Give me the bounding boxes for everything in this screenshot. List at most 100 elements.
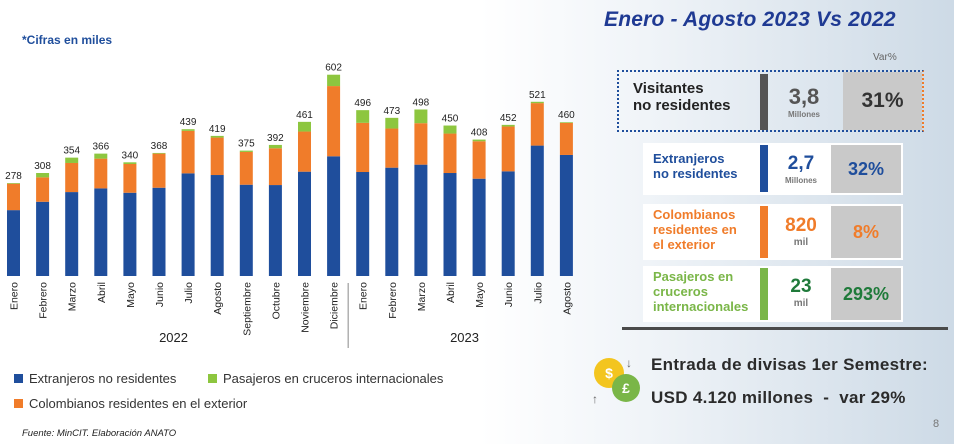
month-tick-label: Julio — [183, 282, 195, 304]
bar-cruceros — [356, 110, 370, 123]
dollar-coin-icon: $ — [594, 358, 624, 388]
bar-colombianos — [298, 131, 311, 172]
divisas-title: Entrada de divisas 1er Semestre: — [651, 355, 929, 374]
total-label: 278 — [5, 171, 22, 182]
month-tick-label: Octubre — [270, 282, 282, 320]
stacked-bar-chart: 278 Enero 308 Febrero 354 Marzo 366 Abril 340 May… — [5, 63, 575, 348]
bar-cruceros — [210, 135, 224, 138]
bar-colombianos — [181, 130, 195, 174]
legend-swatch — [14, 374, 23, 383]
bar-extranjeros — [36, 201, 50, 276]
bar-cruceros — [152, 152, 166, 154]
row-extranjeros-bar — [760, 145, 768, 192]
page-number: 8 — [933, 418, 940, 430]
bar-cruceros — [530, 101, 544, 104]
bar-cruceros — [123, 162, 137, 164]
total-label: 408 — [471, 128, 488, 139]
month-tick-label: Agosto — [561, 282, 573, 315]
row-pasajeros-unit: mil — [793, 298, 809, 309]
total-label: 392 — [267, 133, 284, 144]
year-label: 2022 — [159, 330, 188, 345]
bar-colombianos — [123, 163, 137, 193]
month-tick-label: Noviembre — [300, 282, 312, 333]
row-pasajeros-pct: 293% — [831, 268, 901, 320]
bar-extranjeros — [7, 210, 20, 276]
label-line: internacionales — [653, 298, 749, 314]
row-visitantes-pct: 31% — [843, 72, 922, 130]
total-label: 366 — [92, 142, 109, 153]
month-tick-label: Marzo — [67, 282, 79, 311]
row-colombianos-label: Colombianos residentes en el exterior — [653, 207, 737, 253]
bar-extranjeros — [327, 156, 341, 276]
unit-note: *Cifras en miles — [22, 33, 113, 47]
bar-colombianos — [530, 103, 544, 146]
row-colombianos-pct: 8% — [831, 206, 901, 258]
bar-cruceros — [472, 139, 486, 142]
legend-item-cruceros: Pasajeros en cruceros internacionales — [208, 371, 443, 386]
legend-swatch — [208, 374, 217, 383]
total-label: 521 — [529, 90, 546, 101]
month-tick-label: Julio — [532, 282, 544, 304]
row-pasajeros-value: 23 — [790, 276, 812, 297]
bar-colombianos — [36, 177, 50, 202]
bar-colombianos — [327, 86, 341, 157]
bar-extranjeros — [123, 192, 137, 276]
bar-cruceros — [559, 122, 573, 123]
month-tick-label: Febrero — [38, 282, 50, 319]
month-tick-label: Mayo — [474, 282, 486, 308]
bar-cruceros — [94, 153, 108, 159]
row-colombianos-unit: mil — [793, 237, 809, 248]
label-line: Visitantes — [633, 80, 704, 97]
month-tick-label: Septiembre — [241, 282, 253, 336]
row-extranjeros-value: 2,7 — [787, 153, 815, 174]
bar-colombianos — [152, 153, 166, 188]
bar-cruceros — [327, 74, 341, 87]
bar-cruceros — [414, 109, 428, 124]
bar-colombianos — [210, 137, 224, 176]
bar-cruceros — [268, 144, 282, 149]
bar-extranjeros — [472, 178, 486, 276]
bar-cruceros — [65, 157, 79, 163]
bar-extranjeros — [239, 184, 253, 276]
arrow-up-icon: ↑ — [592, 392, 598, 406]
bar-colombianos — [559, 122, 573, 155]
legend-swatch — [14, 399, 23, 408]
bar-cruceros — [385, 117, 399, 129]
total-label: 354 — [63, 146, 80, 157]
row-extranjeros-label: Extranjeros no residentes — [653, 151, 738, 182]
legend-label: Colombianos residentes en el exterior — [29, 396, 248, 411]
row-visitantes-label: Visitantes no residentes — [633, 80, 731, 115]
bar-colombianos — [385, 128, 399, 168]
currency-exchange-icon: $ £ ↓ ↑ — [588, 354, 646, 410]
month-tick-label: Junio — [503, 282, 515, 307]
bar-cruceros — [443, 125, 457, 134]
row-extranjeros-pct: 32% — [831, 145, 901, 193]
bar-extranjeros — [443, 173, 457, 276]
month-tick-label: Abril — [445, 282, 457, 303]
bar-extranjeros — [94, 188, 108, 276]
total-label: 461 — [296, 110, 313, 121]
legend-label: Pasajeros en cruceros internacionales — [223, 371, 444, 386]
pound-coin-icon: £ — [612, 374, 640, 402]
bar-colombianos — [94, 158, 108, 189]
bar-extranjeros — [298, 171, 311, 276]
month-tick-label: Agosto — [212, 282, 224, 315]
total-label: 375 — [238, 139, 255, 150]
total-label: 439 — [180, 117, 197, 128]
bar-extranjeros — [268, 185, 282, 276]
bar-colombianos — [7, 183, 20, 211]
month-tick-label: Marzo — [416, 282, 428, 311]
bar-cruceros — [7, 183, 20, 184]
row-colombianos-value: 820 — [785, 215, 817, 236]
bar-colombianos — [414, 123, 428, 165]
bar-extranjeros — [385, 167, 399, 276]
row-extranjeros-unit: Millones — [784, 176, 817, 185]
month-tick-label: Enero — [9, 282, 21, 310]
bar-cruceros — [181, 129, 195, 131]
row-visitantes-unit: Millones — [787, 110, 820, 119]
label-line: cruceros — [653, 283, 708, 299]
label-line: Pasajeros en — [653, 269, 734, 284]
bar-colombianos — [443, 133, 457, 174]
panel-title: Enero - Agosto 2023 Vs 2022 — [604, 8, 896, 31]
bar-extranjeros — [181, 173, 195, 276]
